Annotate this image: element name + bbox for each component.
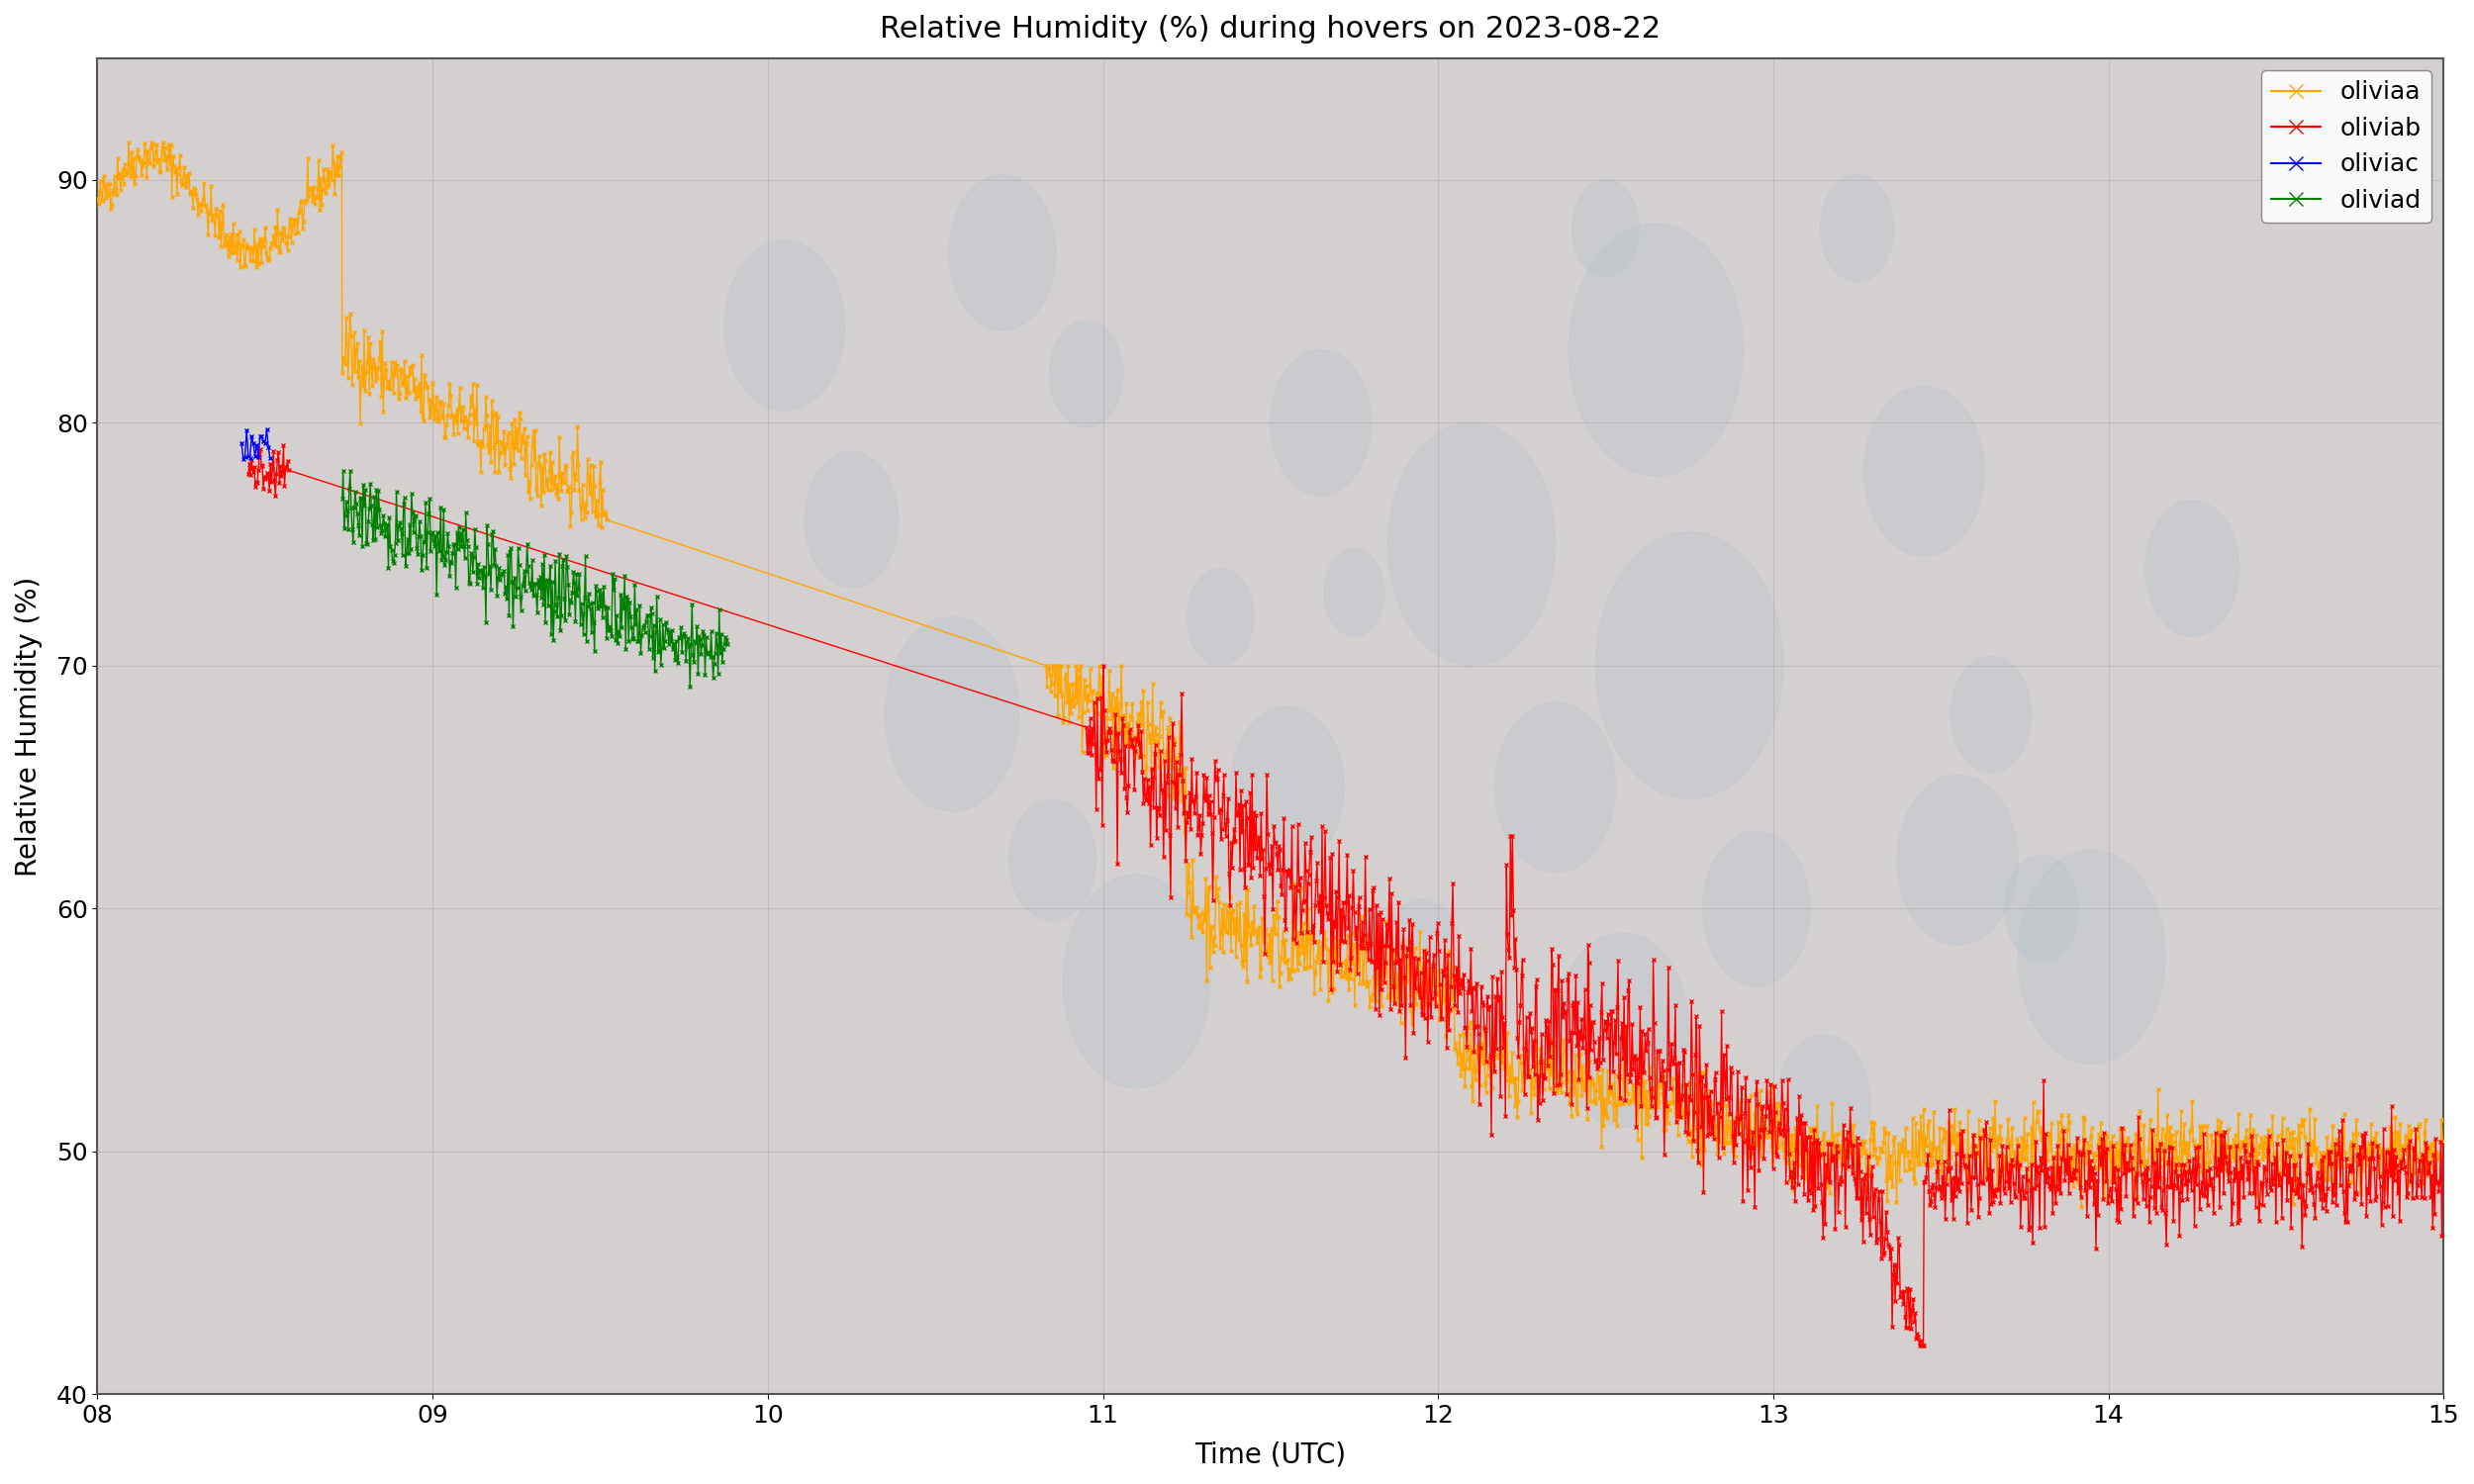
oliviac [252, 438, 282, 456]
oliviad [604, 634, 633, 651]
oliviad [327, 490, 356, 508]
oliviac [240, 447, 270, 464]
oliviab [1660, 996, 1690, 1014]
oliviab [1954, 1146, 1984, 1163]
oliviab [1905, 1337, 1935, 1355]
oliviab [233, 464, 262, 482]
Line: oliviaa: oliviaa [96, 141, 2444, 1209]
oliviad [341, 496, 371, 513]
Ellipse shape [1272, 350, 1371, 496]
oliviac [250, 435, 280, 453]
Ellipse shape [1188, 568, 1254, 665]
oliviaa [2427, 1132, 2457, 1150]
Ellipse shape [1388, 423, 1556, 665]
Ellipse shape [1324, 549, 1385, 637]
Ellipse shape [1064, 874, 1210, 1088]
oliviad [527, 589, 557, 607]
oliviaa [238, 240, 267, 258]
Ellipse shape [804, 451, 898, 588]
oliviac [238, 435, 267, 453]
Ellipse shape [1049, 321, 1123, 427]
oliviac [242, 436, 272, 454]
oliviaa [1103, 681, 1133, 699]
oliviad [713, 635, 742, 653]
oliviad [354, 512, 383, 530]
oliviaa [391, 389, 421, 407]
Ellipse shape [1863, 386, 1984, 556]
oliviac [247, 433, 277, 451]
Ellipse shape [1952, 656, 2031, 773]
Ellipse shape [1569, 224, 1744, 476]
Legend: oliviaa, oliviab, oliviac, oliviad: oliviaa, oliviab, oliviac, oliviad [2261, 71, 2432, 223]
Ellipse shape [1821, 175, 1895, 282]
X-axis label: Time (UTC): Time (UTC) [1195, 1441, 1346, 1469]
oliviac [255, 450, 285, 467]
Ellipse shape [1898, 775, 2019, 945]
oliviac [230, 448, 260, 466]
Ellipse shape [1230, 706, 1343, 867]
oliviaa [148, 134, 178, 151]
oliviad [661, 650, 690, 668]
oliviac [233, 421, 262, 439]
oliviad [675, 678, 705, 696]
oliviac [228, 450, 257, 467]
oliviac [242, 448, 272, 466]
Ellipse shape [725, 240, 844, 411]
Ellipse shape [1380, 899, 1462, 1015]
Ellipse shape [1571, 180, 1640, 278]
Line: oliviab: oliviab [247, 444, 2444, 1347]
oliviac [233, 447, 262, 464]
Ellipse shape [1556, 933, 1690, 1128]
Ellipse shape [2145, 500, 2239, 637]
oliviad [713, 631, 742, 649]
Ellipse shape [1776, 1034, 1870, 1171]
Ellipse shape [1702, 831, 1811, 987]
oliviaa [176, 183, 205, 200]
Ellipse shape [1596, 531, 1784, 800]
oliviab [2427, 1135, 2457, 1153]
oliviac [247, 427, 277, 445]
Ellipse shape [1494, 702, 1616, 873]
Title: Relative Humidity (%) during hovers on 2023-08-22: Relative Humidity (%) during hovers on 2… [881, 15, 1660, 43]
Ellipse shape [1009, 800, 1096, 920]
oliviab [1764, 1125, 1794, 1143]
oliviac [238, 427, 267, 445]
oliviaa [579, 476, 609, 494]
oliviaa [532, 478, 562, 496]
Y-axis label: Relative Humidity (%): Relative Humidity (%) [15, 576, 42, 876]
oliviac [245, 427, 275, 445]
oliviab [1846, 1211, 1875, 1229]
Line: oliviac: oliviac [240, 427, 272, 460]
oliviac [252, 421, 282, 439]
oliviac [228, 435, 257, 453]
Ellipse shape [2004, 855, 2078, 962]
oliviaa [2120, 1199, 2150, 1217]
oliviac [235, 450, 265, 467]
oliviab [1393, 941, 1423, 959]
Ellipse shape [2019, 850, 2165, 1064]
Line: oliviad: oliviad [341, 469, 730, 689]
Ellipse shape [886, 617, 1019, 812]
oliviaa [82, 188, 111, 206]
oliviab [270, 436, 299, 454]
Ellipse shape [948, 175, 1056, 331]
oliviab [1116, 723, 1145, 741]
oliviad [329, 463, 359, 481]
